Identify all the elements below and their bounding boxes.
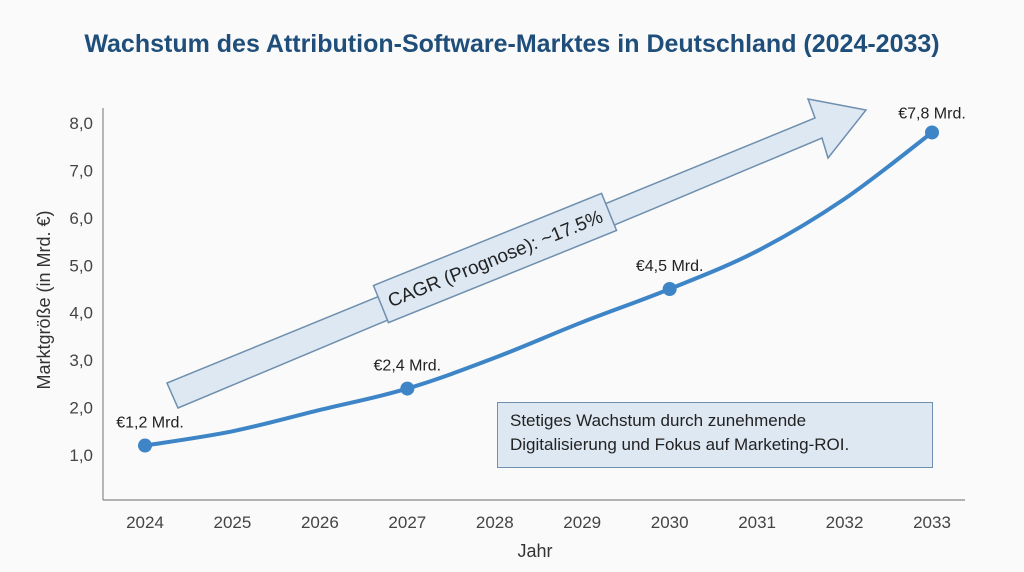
- series-line: [143, 130, 934, 448]
- annotation-box: Stetiges Wachstum durch zunehmende Digit…: [497, 402, 933, 468]
- data-point: [662, 282, 677, 296]
- y-tick-label: 8,0: [69, 114, 93, 133]
- y-axis-label: Marktgröße (in Mrd. €): [34, 210, 54, 389]
- x-tick-label: 2029: [563, 513, 601, 532]
- y-tick-label: 4,0: [69, 304, 93, 323]
- x-tick-label: 2025: [214, 513, 252, 532]
- data-label: €7,8 Mrd.: [898, 105, 966, 122]
- y-tick-label: 6,0: [69, 209, 93, 228]
- x-tick-label: 2028: [476, 513, 514, 532]
- data-point: [925, 125, 939, 140]
- x-tick-label: 2030: [651, 513, 689, 532]
- cagr-label: CAGR (Prognose): ~17.5%: [372, 192, 618, 324]
- annotation-line-2: Digitalisierung und Fokus auf Marketing-…: [510, 435, 850, 454]
- data-label: €4,5 Mrd.: [636, 258, 704, 275]
- x-tick-label: 2026: [301, 513, 339, 532]
- chart-title: Wachstum des Attribution-Software-Markte…: [84, 30, 940, 58]
- x-tick-label: 2031: [738, 513, 776, 532]
- x-tick-label: 2032: [826, 513, 864, 532]
- x-tick-label: 2027: [388, 513, 426, 532]
- annotation-line-1: Stetiges Wachstum durch zunehmende: [510, 411, 807, 430]
- data-point: [138, 438, 152, 453]
- y-tick-label: 3,0: [69, 351, 93, 370]
- y-tick-label: 1,0: [69, 446, 93, 465]
- data-point: [400, 381, 415, 396]
- y-tick-label: 7,0: [69, 161, 93, 180]
- x-tick-label: 2024: [126, 513, 164, 532]
- cagr-text: CAGR (Prognose): ~17.5%: [385, 207, 606, 313]
- data-label: €2,4 Mrd.: [374, 358, 442, 375]
- y-tick-label: 5,0: [69, 256, 93, 275]
- y-tick-label: 2,0: [69, 399, 93, 418]
- x-axis-label: Jahr: [517, 541, 552, 561]
- x-tick-label: 2033: [913, 513, 951, 532]
- data-label: €1,2 Mrd.: [116, 415, 184, 432]
